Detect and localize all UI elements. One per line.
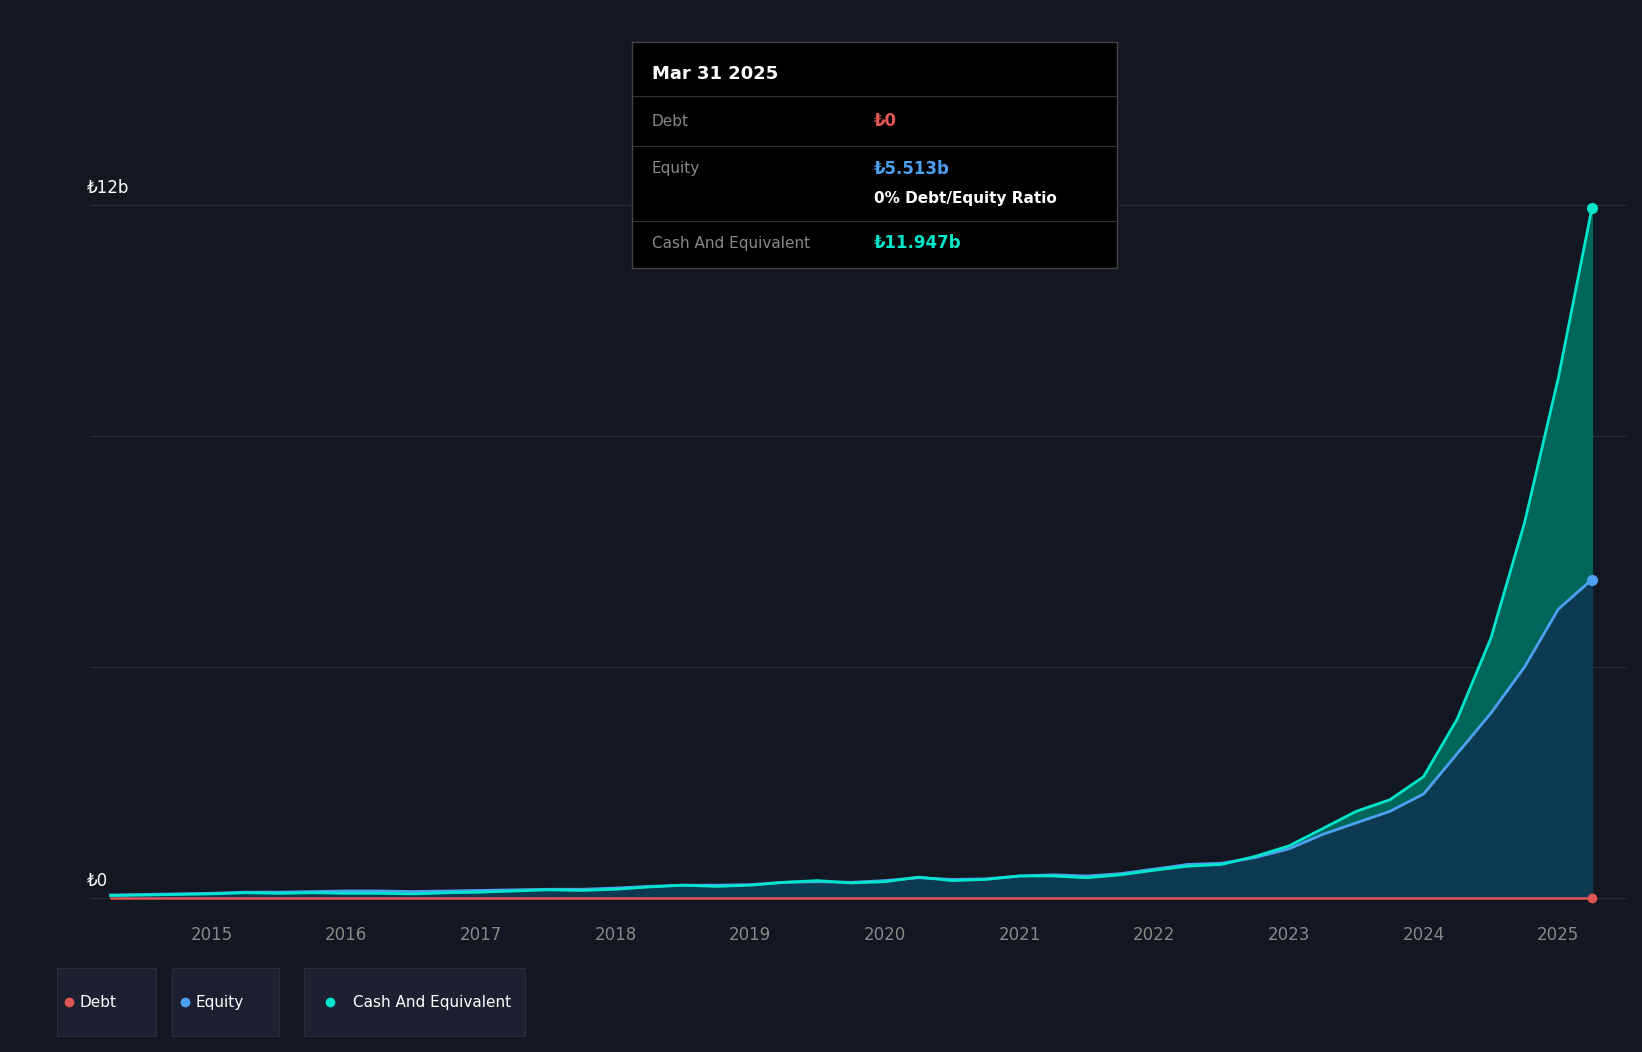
Text: Cash And Equivalent: Cash And Equivalent — [353, 994, 511, 1010]
Text: Mar 31 2025: Mar 31 2025 — [652, 65, 778, 83]
Text: ₺0: ₺0 — [87, 871, 108, 890]
Text: Equity: Equity — [652, 161, 699, 177]
Text: ₺5.513b: ₺5.513b — [874, 160, 951, 178]
Text: Equity: Equity — [195, 994, 245, 1010]
Text: Cash And Equivalent: Cash And Equivalent — [652, 236, 810, 250]
Text: ₺11.947b: ₺11.947b — [874, 235, 962, 252]
Text: Debt: Debt — [652, 114, 688, 128]
Text: 0% Debt/Equity Ratio: 0% Debt/Equity Ratio — [874, 190, 1057, 205]
Text: Debt: Debt — [79, 994, 117, 1010]
Text: ₺12b: ₺12b — [87, 179, 130, 197]
Text: ₺0: ₺0 — [874, 113, 898, 130]
